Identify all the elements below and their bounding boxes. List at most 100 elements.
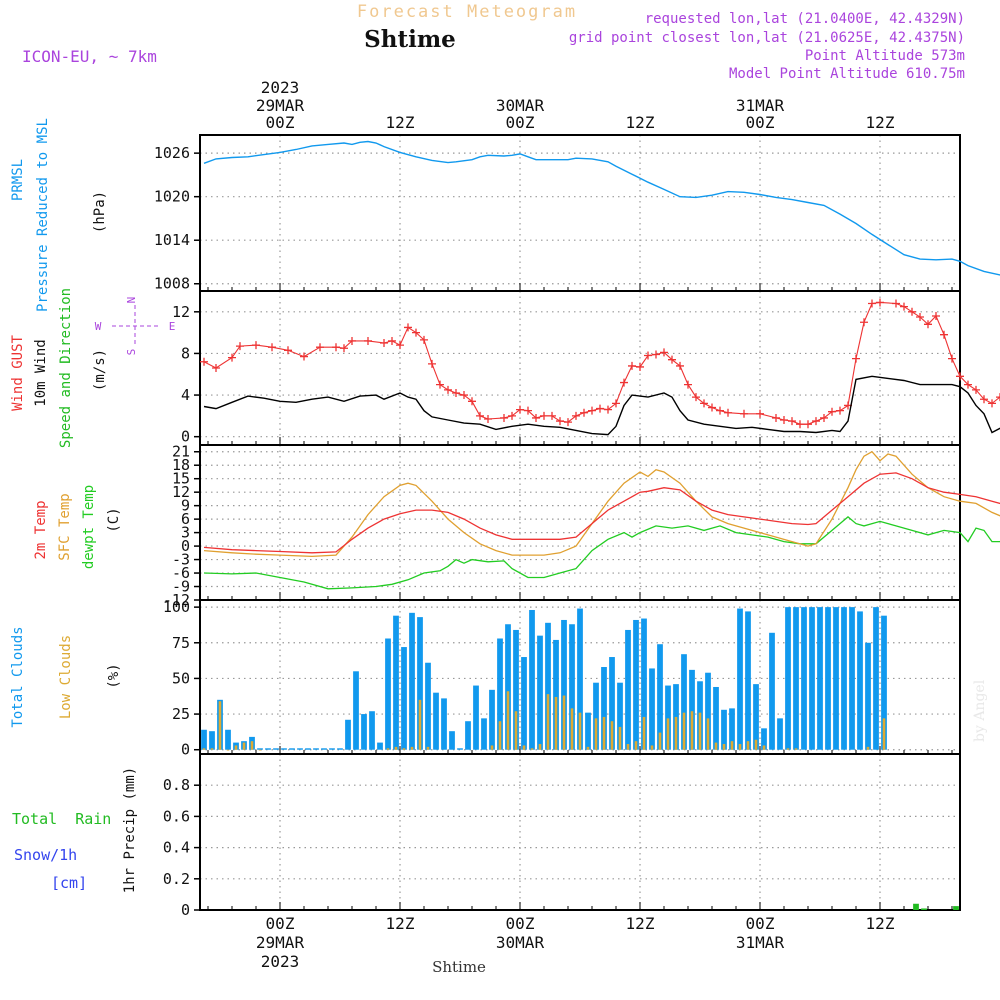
total-cloud-bar-50: [601, 667, 607, 750]
gust-marker-34: [556, 417, 564, 426]
total-cloud-bar-55: [641, 618, 647, 750]
low-cloud-bar-17: [514, 711, 518, 750]
pressure-panel: 1008 1014 1020 1026: [154, 134, 1000, 293]
low-cloud-bar-3: [226, 749, 230, 751]
gust-marker-53: [708, 403, 716, 412]
model-point-altitude: Model Point Altitude 610.75m: [729, 66, 965, 82]
gust-marker-40: [604, 405, 612, 414]
total-clouds-label: Total Clouds: [10, 626, 26, 727]
total-cloud-bar-60: [681, 654, 687, 750]
wind-axis-labels: Wind GUST 10m Wind Speed and Direction (…: [10, 288, 175, 448]
low-cloud-bar-47: [754, 739, 758, 750]
gust-marker-19: [428, 359, 436, 368]
gust-marker-75: [916, 313, 924, 322]
wind-units: (m/s): [92, 349, 108, 391]
bottom-date-label-1-0: 30MAR: [496, 933, 545, 952]
temperature-ytick-label-9: 15: [172, 470, 190, 488]
gust-marker-10: [340, 344, 348, 353]
station-title: Shtime: [364, 26, 456, 53]
gust-marker-23: [460, 391, 468, 400]
gust-marker-46: [652, 350, 660, 359]
snow-label: Snow/1h: [14, 846, 77, 864]
t2m-line: [203, 472, 1000, 554]
temperature-ytick-label-1: -9: [172, 578, 190, 596]
gust-marker-28: [508, 411, 516, 420]
total-cloud-bar-27: [417, 617, 423, 750]
gust-marker-58: [772, 413, 780, 422]
top-tick-label-5: 12Z: [866, 113, 895, 132]
gust-marker-70: [868, 299, 876, 308]
wind-ytick-label-0: 0: [181, 428, 190, 446]
clouds-axis-labels: Total Clouds Low Clouds (%): [10, 626, 122, 727]
gust-marker-13: [380, 339, 388, 348]
gust-marker-83: [980, 395, 988, 404]
top-tick-label-2: 00Z: [506, 113, 535, 132]
temperature-ytick-label-7: 9: [181, 497, 190, 515]
gust-marker-77: [932, 311, 940, 320]
gust-marker-43: [628, 361, 636, 370]
total-cloud-bar-68: [745, 611, 751, 750]
gust-marker-60: [788, 417, 796, 426]
low-cloud-bar-23: [562, 695, 566, 750]
total-cloud-bar-44: [553, 639, 559, 750]
temperature-ytick-label-0: -12: [163, 591, 190, 609]
total-cloud-bar-25: [401, 647, 407, 750]
credit: by Angel: [972, 679, 988, 742]
pressure-axis-labels: PRMSL Pressure Reduced to MSL (hPa): [10, 118, 108, 312]
total-cloud-bar-52: [617, 682, 623, 750]
wind-dir-label: Speed and Direction: [58, 288, 74, 448]
precip-ytick-label-1: 0.2: [163, 870, 190, 888]
requested-coords: requested lon,lat (21.0400E, 42.4329N): [645, 11, 965, 27]
sfc-label: SFC Temp: [57, 493, 73, 560]
bottom-tick-label-4: 00Z: [746, 914, 775, 933]
gust-marker-14: [388, 336, 396, 345]
bottom-tick-label-1: 12Z: [386, 914, 415, 933]
low-cloud-bar-2: [218, 701, 222, 750]
total-cloud-bar-54: [633, 619, 639, 750]
gust-marker-81: [964, 380, 972, 389]
total-cloud-bar-75: [801, 607, 807, 750]
compass-east: E: [169, 320, 176, 333]
clouds-ytick-label-0: 0: [181, 741, 190, 759]
gust-marker-2: [228, 353, 236, 362]
gust-marker-9: [332, 343, 340, 352]
low-cloud-bar-33: [642, 716, 646, 750]
low-cloud-bar-46: [746, 741, 750, 750]
low-cloud-bar-49: [786, 748, 790, 750]
gust-marker-49: [676, 361, 684, 370]
temperature-units: (C): [106, 507, 122, 532]
total-cloud-bar-49: [593, 682, 599, 750]
gust-marker-57: [756, 409, 764, 418]
low-cloud-bar-36: [666, 718, 670, 750]
precip-units: 1hr Precip (mm): [122, 767, 138, 893]
total-cloud-bar-18: [345, 719, 351, 750]
low-cloud-bar-43: [722, 744, 726, 750]
total-cloud-bar-81: [849, 607, 855, 750]
total-cloud-bar-1: [209, 731, 215, 750]
snow-units-label: [cm]: [51, 874, 87, 892]
pressure-label-line2: Pressure Reduced to MSL: [35, 118, 51, 312]
super-title: Forecast Meteogram: [357, 2, 577, 22]
gust-marker-24: [468, 397, 476, 406]
total-cloud-bar-31: [449, 731, 455, 750]
gust-marker-37: [580, 408, 588, 417]
low-cloud-bar-31: [626, 744, 630, 750]
total-cloud-bar-32: [457, 748, 463, 750]
gust-marker-0: [200, 357, 208, 366]
pressure-ytick-label-0: 1008: [154, 275, 190, 293]
gust-marker-32: [540, 411, 548, 420]
clouds-panel: 0 25 50 75 100: [163, 598, 961, 759]
point-altitude: Point Altitude 573m: [805, 48, 965, 64]
top-tick-label-4: 00Z: [746, 113, 775, 132]
temperature-frame: [199, 444, 961, 601]
gust-marker-44: [636, 362, 644, 371]
total-cloud-bar-47: [577, 608, 583, 750]
bottom-station-label: Shtime: [432, 958, 486, 976]
low-cloud-bar-26: [586, 746, 590, 750]
total-cloud-bar-16: [329, 748, 335, 750]
wind-line: [203, 375, 1000, 436]
gust-marker-79: [948, 354, 956, 363]
gust-marker-76: [924, 320, 932, 329]
